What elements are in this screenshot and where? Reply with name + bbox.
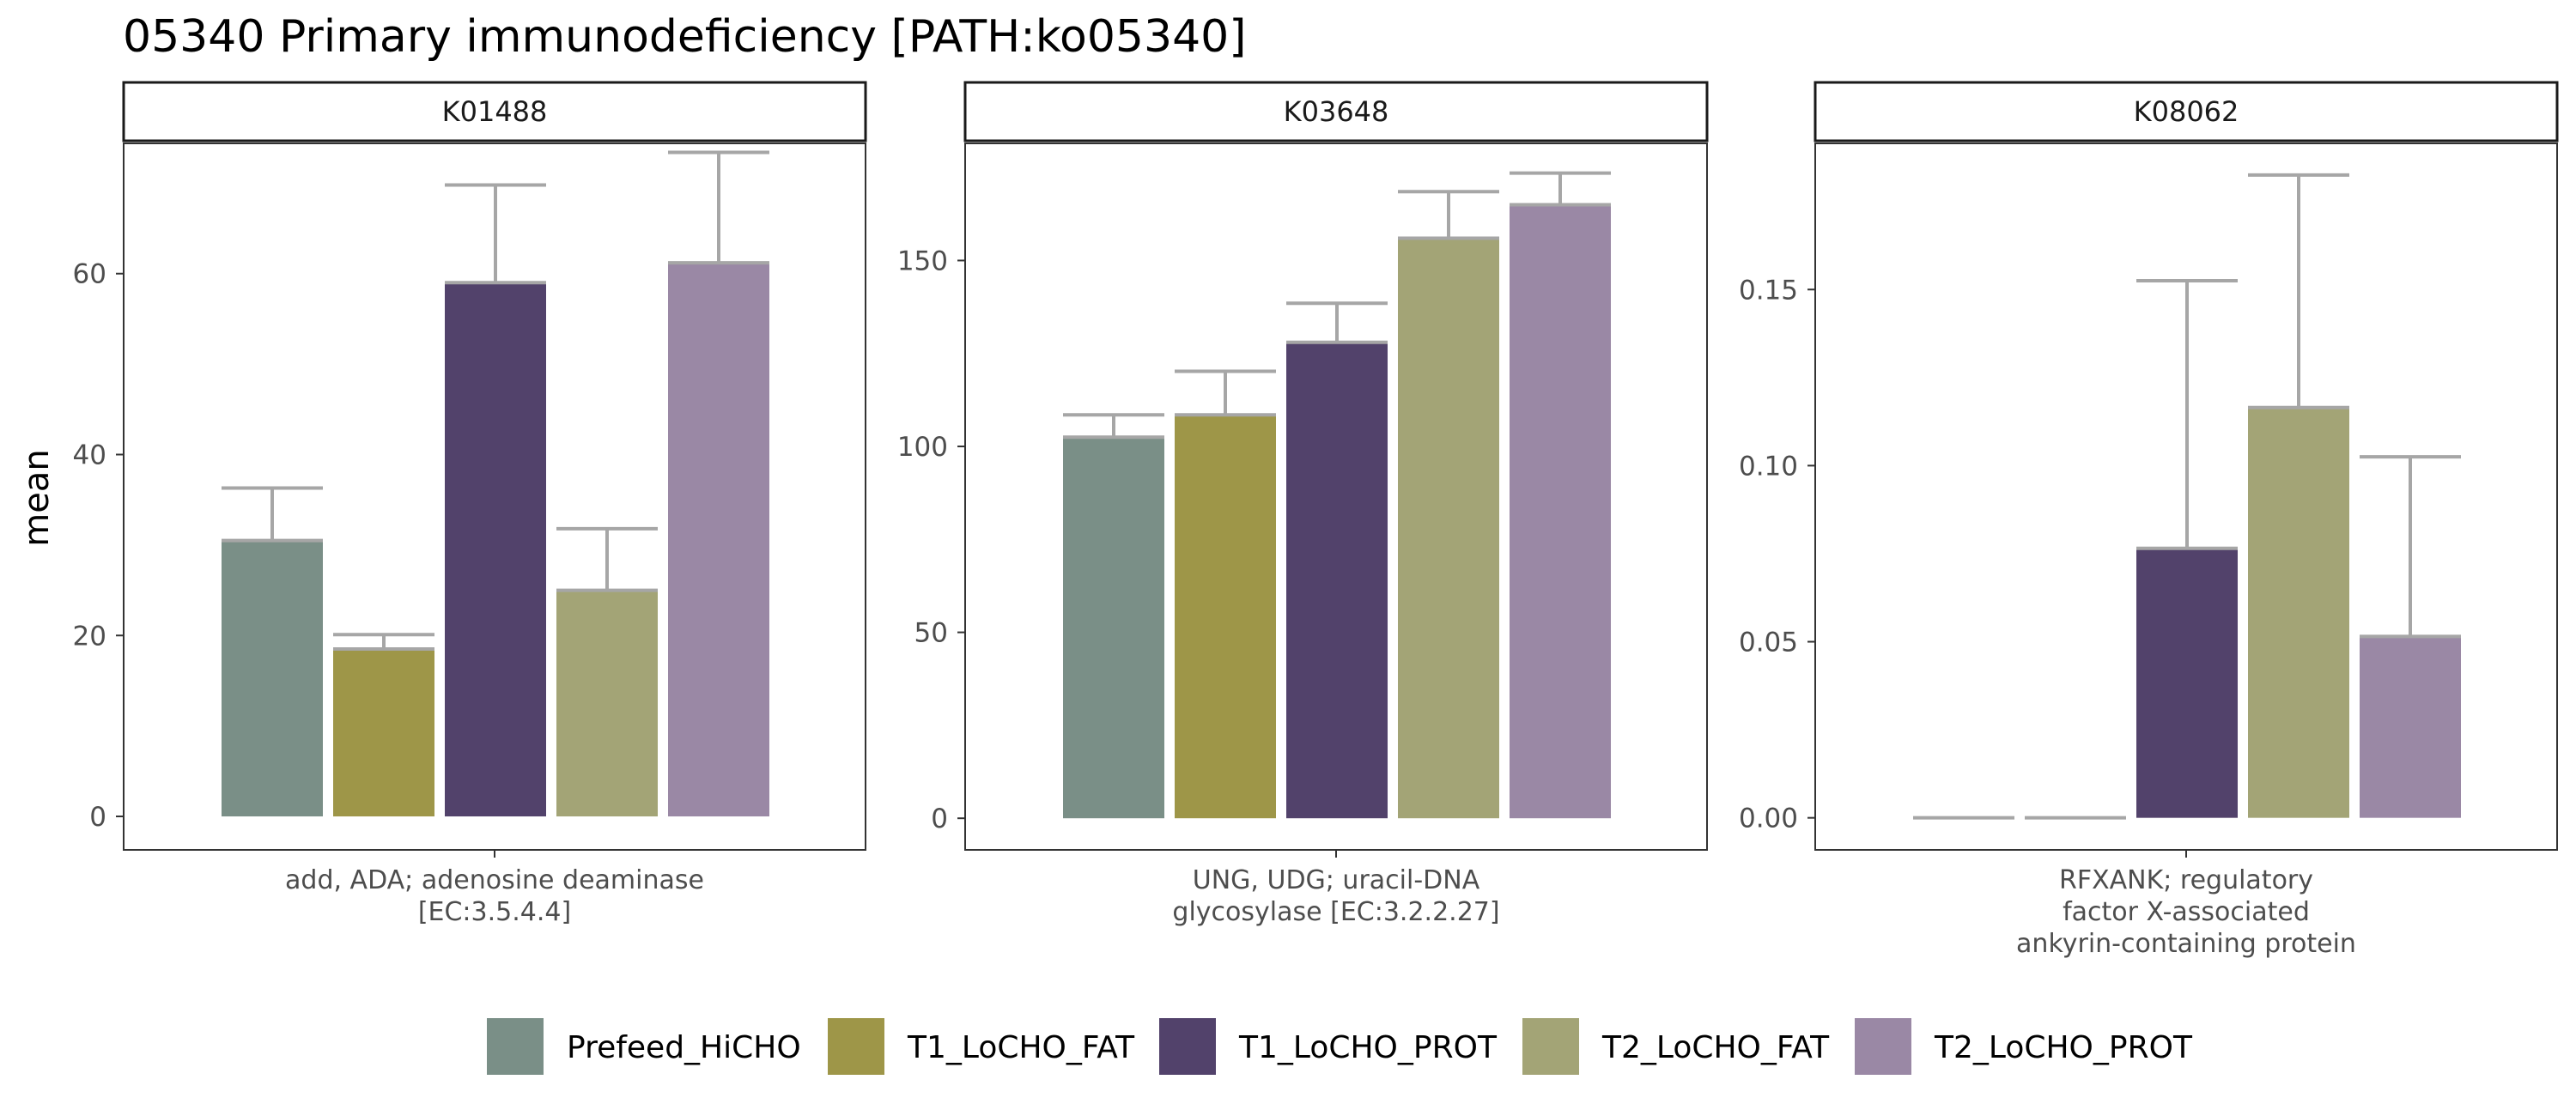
legend-label: T2_LoCHO_PROT: [1934, 1030, 2193, 1065]
bar-T2_LoCHO_FAT: [1398, 238, 1499, 819]
errorbar-T2_LoCHO_FAT: [1398, 190, 1499, 240]
facet-panel-K08062: K08062 0.00 0.05 0.10 0.15 RFXANK; regulatory…: [1739, 81, 2559, 959]
facet-strip: [122, 81, 867, 143]
errorbar-T2_LoCHO_PROT: [2360, 455, 2461, 639]
x-category-label: add, ADA; adenosine deaminase: [285, 865, 704, 895]
y-tick-label: 0: [931, 804, 948, 834]
bar-T1_LoCHO_PROT: [445, 282, 546, 817]
errorbar-Prefeed_HiCHO: [222, 486, 323, 543]
bar-T1_LoCHO_PROT: [1286, 342, 1388, 819]
bar-T2_LoCHO_PROT: [2360, 636, 2461, 818]
errorbar-T1_LoCHO_PROT: [445, 183, 546, 285]
errorbar-T2_LoCHO_FAT: [556, 526, 658, 592]
legend-swatch: [487, 1018, 544, 1075]
y-tick-label: 150: [897, 246, 948, 276]
legend: Prefeed_HiCHO T1_LoCHO_FAT T1_LoCHO_PROT T2…: [487, 1018, 2193, 1075]
x-category-label: [EC:3.5.4.4]: [418, 897, 571, 927]
legend-item-T2_LoCHO_FAT: T2_LoCHO_FAT: [1522, 1018, 1830, 1075]
y-axis-label: mean: [17, 449, 57, 546]
legend-swatch: [1159, 1018, 1216, 1075]
errorbar-T2_LoCHO_PROT: [1510, 171, 1611, 207]
y-tick-label: 100: [897, 432, 948, 463]
facet-strip-label: K03648: [1284, 95, 1389, 128]
y-tick-label: 40: [73, 440, 106, 470]
y-tick-label: 0.10: [1739, 451, 1798, 482]
facet-panel-K01488: K01488 0 20 40 60 add, ADA; adenosine deamina…: [73, 81, 867, 927]
errorbar-T2_LoCHO_PROT: [668, 150, 769, 265]
facet-strip-label: K01488: [442, 95, 548, 128]
bar-T2_LoCHO_FAT: [556, 590, 658, 817]
facet-panels: K01488 0 20 40 60 add, ADA; adenosine deamina…: [73, 81, 2559, 959]
errorbar-T1_LoCHO_PROT: [1286, 301, 1388, 344]
facet-strip: [963, 81, 1709, 143]
legend-label: Prefeed_HiCHO: [567, 1030, 801, 1065]
bar-T1_LoCHO_FAT: [1175, 415, 1276, 819]
bar-T1_LoCHO_PROT: [2136, 548, 2238, 818]
errorbar-T1_LoCHO_FAT: [333, 633, 434, 652]
bar-T2_LoCHO_PROT: [668, 263, 769, 817]
legend-label: T1_LoCHO_PROT: [1238, 1030, 1498, 1065]
bar-T1_LoCHO_FAT: [333, 649, 434, 817]
errorbar-T1_LoCHO_FAT: [1175, 369, 1276, 417]
legend-swatch: [828, 1018, 884, 1075]
y-tick-label: 20: [73, 621, 106, 652]
bar-Prefeed_HiCHO: [222, 540, 323, 817]
errorbar-Prefeed_HiCHO: [1063, 413, 1164, 440]
legend-item-T1_LoCHO_FAT: T1_LoCHO_FAT: [828, 1018, 1135, 1075]
legend-swatch: [1522, 1018, 1579, 1075]
x-category-label: glycosylase [EC:3.2.2.27]: [1172, 897, 1499, 927]
y-tick-label: 0: [89, 802, 106, 833]
facet-strip-label: K08062: [2134, 95, 2239, 128]
y-tick-label: 50: [914, 618, 948, 649]
y-tick-label: 0.15: [1739, 275, 1798, 306]
x-category-label: factor X-associated: [2063, 897, 2310, 927]
bar-T2_LoCHO_FAT: [2248, 407, 2349, 818]
errorbar-T1_LoCHO_PROT: [2136, 279, 2238, 550]
y-tick-label: 60: [73, 259, 106, 290]
bar-T2_LoCHO_PROT: [1510, 204, 1611, 819]
facet-strip: [1814, 81, 2559, 143]
legend-label: T1_LoCHO_FAT: [907, 1030, 1135, 1065]
legend-label: T2_LoCHO_FAT: [1601, 1030, 1830, 1065]
errorbar-T2_LoCHO_FAT: [2248, 173, 2349, 409]
legend-item-T2_LoCHO_PROT: T2_LoCHO_PROT: [1855, 1018, 2193, 1075]
x-category-label: RFXANK; regulatory: [2059, 865, 2313, 895]
chart-title: 05340 Primary immunodeficiency [PATH:ko0…: [123, 11, 1247, 63]
x-category-label: UNG, UDG; uracil-DNA: [1193, 865, 1480, 895]
legend-item-Prefeed_HiCHO: Prefeed_HiCHO: [487, 1018, 801, 1075]
facet-panel-K03648: K03648 0 50 100 150 UNG, UDG; uracil-DNAglyco…: [897, 81, 1709, 927]
y-tick-label: 0.05: [1739, 628, 1798, 658]
legend-swatch: [1855, 1018, 1911, 1075]
x-category-label: ankyrin-containing protein: [2016, 929, 2356, 959]
bar-Prefeed_HiCHO: [1063, 437, 1164, 819]
legend-item-T1_LoCHO_PROT: T1_LoCHO_PROT: [1159, 1018, 1498, 1075]
y-tick-label: 0.00: [1739, 804, 1798, 834]
